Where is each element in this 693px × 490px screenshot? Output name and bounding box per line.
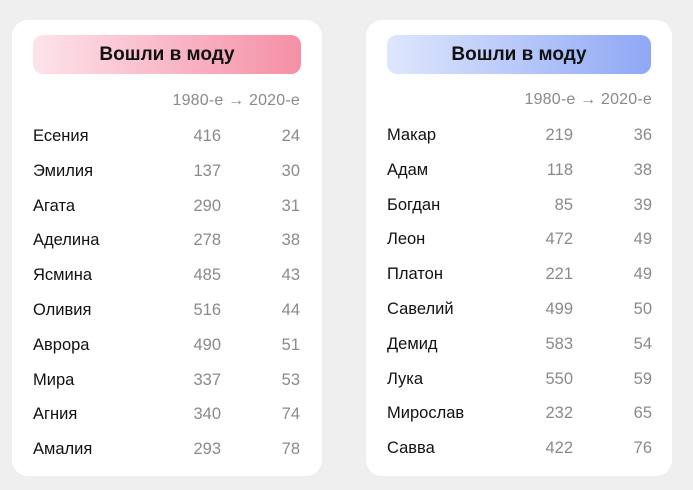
name-cell: Мирослав xyxy=(387,404,465,423)
table-row: Макар 219 36 xyxy=(387,122,652,157)
table-row: Леон 472 49 xyxy=(387,226,652,261)
value-2020-cell: 31 xyxy=(281,196,300,215)
value-1980-cell: 422 xyxy=(545,439,573,458)
name-cell: Эмилия xyxy=(33,161,94,180)
boys-names-card: Вошли в моду 1980-е → 2020-е Макар 219 3… xyxy=(366,20,672,476)
value-1980-cell: 221 xyxy=(545,265,573,284)
value-1980-cell: 219 xyxy=(545,126,573,144)
table-row: Демид 583 54 xyxy=(387,331,652,366)
value-2020-cell: 38 xyxy=(281,231,300,250)
value-1980-cell: 490 xyxy=(193,335,221,354)
table-row: Мирослав 232 65 xyxy=(387,400,652,435)
table-row: Савва 422 76 xyxy=(387,435,652,470)
value-1980-cell: 85 xyxy=(554,195,573,214)
value-1980-cell: 232 xyxy=(545,404,573,423)
boys-column-header: 1980-е → 2020-е xyxy=(524,91,652,108)
name-cell: Агата xyxy=(33,196,76,215)
value-1980-cell: 416 xyxy=(193,127,221,145)
name-cell: Леон xyxy=(387,230,426,249)
table-row: Агата 290 31 xyxy=(33,193,300,228)
name-cell: Оливия xyxy=(33,300,92,319)
value-1980-cell: 472 xyxy=(545,230,573,249)
table-row: Богдан 85 39 xyxy=(387,192,652,227)
value-1980-cell: 340 xyxy=(193,405,221,424)
name-cell: Платон xyxy=(387,265,443,284)
value-2020-cell: 65 xyxy=(633,404,652,423)
value-2020-cell: 36 xyxy=(633,126,652,144)
table-row: Платон 221 49 xyxy=(387,261,652,296)
table-row: Аврора 490 51 xyxy=(33,332,300,367)
name-cell: Савелий xyxy=(387,299,454,318)
value-1980-cell: 485 xyxy=(193,266,221,285)
girls-column-header: 1980-е → 2020-е xyxy=(172,92,300,109)
name-cell: Амалия xyxy=(33,440,93,459)
name-cell: Демид xyxy=(387,334,438,353)
value-1980-cell: 293 xyxy=(193,440,221,459)
name-cell: Аврора xyxy=(33,335,90,354)
value-2020-cell: 24 xyxy=(281,127,300,145)
value-2020-cell: 39 xyxy=(633,195,652,214)
table-row: Адам 118 38 xyxy=(387,157,652,192)
value-1980-cell: 583 xyxy=(545,334,573,353)
name-cell: Ясмина xyxy=(33,266,93,285)
name-cell: Лука xyxy=(387,369,424,388)
table-row: Амалия 293 78 xyxy=(33,436,300,471)
value-1980-cell: 290 xyxy=(193,196,221,215)
value-2020-cell: 59 xyxy=(633,369,652,388)
name-cell: Агния xyxy=(33,405,78,424)
name-cell: Макар xyxy=(387,126,437,144)
table-row: Мира 337 53 xyxy=(33,367,300,402)
value-2020-cell: 43 xyxy=(281,266,300,285)
girls-title-pill: Вошли в моду xyxy=(33,35,301,74)
value-2020-cell: 49 xyxy=(633,230,652,249)
value-2020-cell: 74 xyxy=(281,405,300,424)
boys-title-pill: Вошли в моду xyxy=(387,35,651,74)
value-2020-cell: 53 xyxy=(281,370,300,389)
value-2020-cell: 78 xyxy=(281,440,300,459)
name-cell: Адам xyxy=(387,160,429,179)
value-2020-cell: 54 xyxy=(633,334,652,353)
value-2020-cell: 51 xyxy=(281,335,300,354)
value-1980-cell: 137 xyxy=(193,161,221,180)
name-cell: Аделина xyxy=(33,231,100,250)
value-2020-cell: 49 xyxy=(633,265,652,284)
girls-title: Вошли в моду xyxy=(99,43,235,65)
girls-rows: Есения 416 24 Эмилия 137 30 Агата 290 31… xyxy=(33,123,300,471)
table-row: Есения 416 24 xyxy=(33,123,300,158)
table-row: Савелий 499 50 xyxy=(387,296,652,331)
value-2020-cell: 30 xyxy=(281,161,300,180)
name-cell: Богдан xyxy=(387,195,441,214)
table-row: Лука 550 59 xyxy=(387,366,652,401)
name-cell: Есения xyxy=(33,127,89,145)
boys-title: Вошли в моду xyxy=(451,43,587,65)
name-cell: Савва xyxy=(387,439,435,458)
name-cell: Мира xyxy=(33,370,75,389)
boys-rows: Макар 219 36 Адам 118 38 Богдан 85 39 Ле… xyxy=(387,122,652,470)
table-row: Аделина 278 38 xyxy=(33,227,300,262)
table-row: Агния 340 74 xyxy=(33,401,300,436)
value-2020-cell: 44 xyxy=(281,300,300,319)
girls-names-card: Вошли в моду 1980-е → 2020-е Есения 416 … xyxy=(12,20,322,476)
value-2020-cell: 76 xyxy=(633,439,652,458)
value-1980-cell: 337 xyxy=(193,370,221,389)
value-1980-cell: 278 xyxy=(193,231,221,250)
value-2020-cell: 38 xyxy=(633,160,652,179)
table-row: Эмилия 137 30 xyxy=(33,158,300,193)
value-1980-cell: 118 xyxy=(546,160,573,179)
value-2020-cell: 50 xyxy=(633,299,652,318)
table-row: Оливия 516 44 xyxy=(33,297,300,332)
value-1980-cell: 516 xyxy=(193,300,221,319)
table-row: Ясмина 485 43 xyxy=(33,262,300,297)
value-1980-cell: 499 xyxy=(545,299,573,318)
value-1980-cell: 550 xyxy=(545,369,573,388)
